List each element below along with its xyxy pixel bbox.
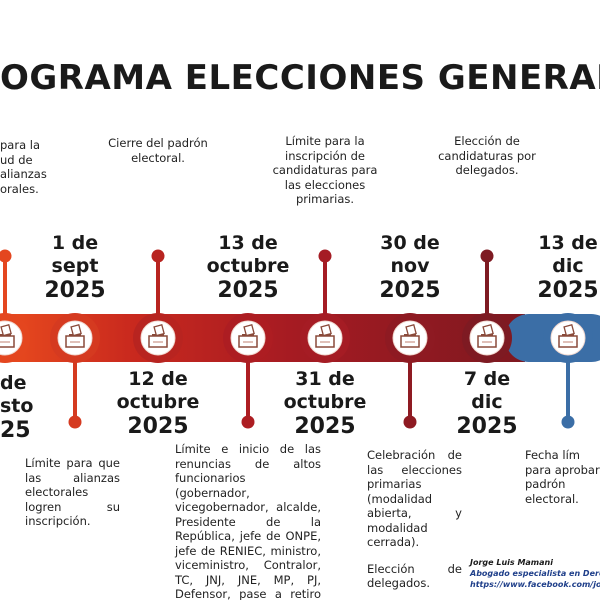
icon-paper	[0, 324, 12, 337]
date-line: 2025	[379, 278, 441, 303]
date: de sto 25	[0, 372, 110, 443]
date: 13 de octubre 2025	[193, 232, 303, 303]
date-line: 2025	[44, 278, 106, 303]
date-line: 2025	[127, 414, 189, 439]
date-line: 13 de	[218, 232, 278, 254]
event-text: Límite para la inscripción de candidatur…	[272, 134, 378, 219]
date-line: dic	[471, 391, 503, 413]
icon-paper	[482, 324, 494, 337]
event-text-line: Elección de delegados.	[367, 561, 462, 591]
event-text-line: para la	[0, 138, 41, 152]
event-text: Fecha lím para aprobar padrón electoral.	[525, 448, 600, 506]
event-text-line: Cierre del padrón electoral.	[108, 136, 208, 165]
date-line: sto	[0, 395, 34, 417]
date: 12 de octubre 2025	[103, 368, 213, 439]
icon-paper	[405, 324, 417, 337]
event-text: Límite e inicio de las renuncias de alto…	[175, 442, 321, 600]
date: 31 de octubre 2025	[270, 368, 380, 439]
credit-role: Abogado especialista en Derec	[470, 569, 600, 578]
date-line: 2025	[217, 278, 279, 303]
event-text-line: Límite e inicio de las renuncias de alto…	[175, 442, 321, 600]
title: OGRAMA ELECCIONES GENERALE	[0, 58, 600, 98]
date-line: 1 de	[51, 232, 99, 254]
stem-dot	[403, 415, 417, 429]
date-line: sept	[51, 255, 99, 277]
stem-dot	[561, 415, 575, 429]
date-line: 2025	[456, 414, 518, 439]
event-text-line: padrón	[525, 477, 566, 491]
credit-name: Jorge Luis Mamani	[470, 558, 553, 567]
date-line: 30 de	[380, 232, 440, 254]
date-line: octubre	[116, 391, 200, 413]
date-line: nov	[390, 255, 430, 277]
event-text-line: Límite para la inscripción de candidatur…	[272, 134, 378, 206]
icon-paper	[70, 324, 82, 337]
event-text-line: electoral.	[525, 491, 579, 506]
date: 7 de dic 2025	[432, 368, 542, 439]
credit: Jorge Luis Mamani Abogado especialista e…	[470, 557, 600, 590]
stem-dot	[0, 249, 12, 263]
date-line: de	[0, 372, 27, 394]
event-text-line: Elección de candidaturas por delegados.	[438, 134, 536, 177]
date-line: octubre	[283, 391, 367, 413]
date-line: dic	[552, 255, 584, 277]
date-line: octubre	[206, 255, 290, 277]
event-text: Cierre del padrón electoral.	[108, 136, 208, 177]
event-text-line: para aprobar	[525, 462, 600, 477]
stem-dot	[151, 249, 165, 263]
stem-dot	[68, 415, 82, 429]
icon-paper	[243, 324, 255, 337]
event-text: Límite para que las alianzas electorales…	[25, 456, 120, 541]
event-text-line: ud de	[0, 152, 33, 167]
date: 13 de dic 2025	[513, 232, 600, 303]
event-text: Elección de candidaturas por delegados.	[432, 134, 542, 190]
event-text-line: orales.	[0, 181, 39, 196]
event-text: para la ud de alianzas orales.	[0, 138, 47, 196]
event-text: Celebración de las elecciones primarias …	[367, 448, 462, 600]
credit-url: https://www.facebook.com/jorg	[470, 580, 600, 589]
icon-paper	[320, 324, 332, 337]
date-line: 13 de	[538, 232, 598, 254]
stem-dot	[241, 415, 255, 429]
date-line: 7 de	[463, 368, 511, 390]
event-text-line: Límite para que las alianzas electorales…	[25, 456, 120, 528]
event-text-line: Fecha lím	[525, 448, 580, 462]
date-line: 2025	[294, 414, 356, 439]
icon-paper	[153, 324, 165, 337]
stem-dot	[480, 249, 494, 263]
date-line: 25	[0, 418, 31, 443]
icon-paper	[563, 324, 575, 337]
date-line: 12 de	[128, 368, 188, 390]
date-line: 2025	[537, 278, 599, 303]
event-text-line: alianzas	[0, 167, 47, 181]
stem-dot	[318, 249, 332, 263]
date-line: 31 de	[295, 368, 355, 390]
date: 1 de sept 2025	[20, 232, 130, 303]
date: 30 de nov 2025	[355, 232, 465, 303]
event-text-line: Celebración de las elecciones primarias …	[367, 448, 462, 549]
